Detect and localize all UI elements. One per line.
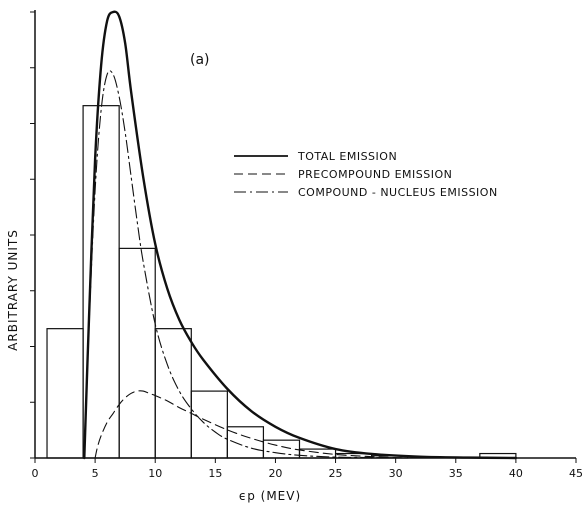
x-tick-label-40: 40 (509, 467, 523, 480)
legend-label-precompound: PRECOMPOUND EMISSION (298, 168, 452, 181)
y-ticks (30, 11, 35, 459)
x-axis-title: ϵp (MEV) (239, 489, 301, 503)
histogram-bar (154, 328, 192, 459)
x-tick-label-35: 35 (449, 467, 463, 480)
panel-label: (a) (190, 52, 210, 68)
plot-frame (34, 10, 576, 459)
x-tick-label-25: 25 (329, 467, 343, 480)
x-tick-label-5: 5 (92, 467, 99, 480)
y-axis-title: ARBITRARY UNITS (6, 229, 20, 351)
histogram (46, 105, 517, 459)
series-lines (83, 10, 518, 460)
legend-label-compound: COMPOUND - NUCLEUS EMISSION (298, 186, 498, 199)
histogram-bar (46, 328, 84, 459)
x-tick-label-10: 10 (148, 467, 162, 480)
histogram-bar (82, 105, 120, 459)
x-ticks: 0 5 10 15 20 25 30 35 40 45 (32, 458, 583, 480)
compound-emission-line (83, 70, 409, 459)
x-tick-label-20: 20 (268, 467, 282, 480)
precompound-emission-line (94, 390, 409, 459)
x-tick-label-45: 45 (569, 467, 583, 480)
x-tick-label-15: 15 (208, 467, 222, 480)
histogram-bar (190, 390, 228, 459)
x-tick-label-30: 30 (389, 467, 403, 480)
total-emission-line (83, 10, 518, 460)
histogram-bar (118, 247, 156, 459)
legend: TOTAL EMISSION PRECOMPOUND EMISSION COMPOU… (234, 150, 498, 199)
x-tick-label-0: 0 (32, 467, 39, 480)
legend-label-total: TOTAL EMISSION (297, 150, 397, 163)
